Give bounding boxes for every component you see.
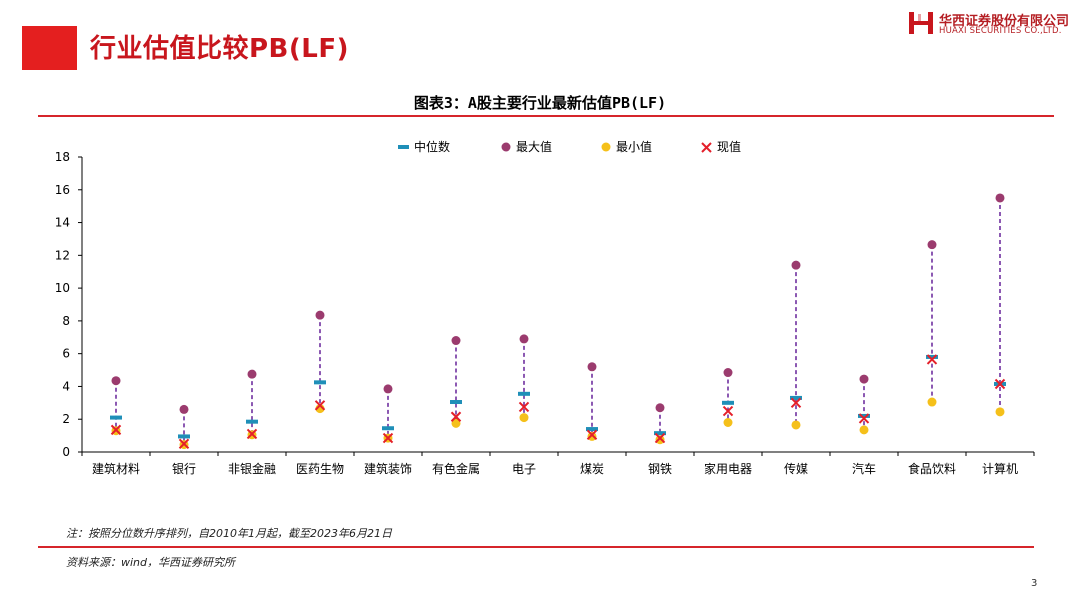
y-tick-label: 16 (55, 183, 70, 197)
x-category-label: 银行 (172, 462, 196, 476)
x-category-label: 电子 (512, 462, 536, 476)
max-point (723, 368, 733, 378)
median-marker (110, 415, 122, 420)
legend-label: 中位数 (414, 139, 450, 154)
y-tick-label: 6 (62, 347, 70, 361)
median-marker (722, 400, 734, 405)
current-value-point (518, 401, 530, 413)
chart-note: 注：按照分位数升序排列，自2010年1月起，截至2023年6月21日 (66, 527, 392, 540)
max-point (315, 310, 325, 320)
min-point (995, 407, 1005, 417)
x-category-label: 传媒 (784, 461, 808, 476)
y-tick-label: 10 (55, 281, 70, 295)
title-divider (38, 115, 1054, 117)
median-marker (790, 395, 802, 400)
page-title: 行业估值比较PB(LF) (90, 34, 349, 64)
x-category-label: 建筑装饰 (364, 461, 412, 476)
legend-median-marker (398, 145, 409, 149)
x-category-label: 计算机 (982, 461, 1018, 476)
legend-label: 最大值 (516, 139, 552, 154)
x-category-label: 非银金融 (228, 461, 276, 476)
huaxi-logo-icon (909, 12, 933, 34)
max-point (383, 384, 393, 394)
company-logo: 华西证券股份有限公司 HUAXI SECURITIES CO.,LTD. (908, 8, 1073, 42)
max-point (587, 362, 597, 372)
current-value-point (654, 432, 666, 444)
median-marker (586, 427, 598, 432)
current-value-point (450, 411, 462, 422)
y-tick-label: 8 (62, 314, 70, 328)
legend-circle-marker (601, 142, 611, 152)
current-value-point (790, 397, 802, 409)
median-marker (926, 354, 938, 359)
median-marker (314, 380, 326, 385)
min-point (519, 413, 529, 423)
y-tick-label: 0 (62, 445, 70, 459)
current-value-point (246, 428, 258, 440)
median-marker (518, 391, 530, 396)
current-value-point (110, 424, 122, 436)
figure-title: 图表3：A股主要行业最新估值PB(LF) (413, 94, 667, 112)
max-point (791, 260, 801, 270)
current-value-point (858, 413, 870, 424)
median-marker (450, 400, 462, 405)
footer-divider (38, 546, 1034, 548)
legend-circle-marker (501, 142, 511, 152)
max-point (451, 336, 461, 346)
min-point (587, 431, 597, 441)
max-point (179, 404, 189, 414)
max-point (927, 240, 937, 250)
current-value-point (722, 405, 734, 417)
max-point (247, 369, 257, 379)
current-value-point (586, 429, 598, 440)
legend-label: 最小值 (616, 139, 652, 154)
y-tick-label: 12 (55, 248, 70, 262)
max-point (859, 374, 869, 384)
x-category-label: 有色金属 (432, 461, 480, 476)
x-category-label: 建筑材料 (92, 461, 140, 476)
current-value-point (382, 432, 394, 444)
logo-company-name-cn: 华西证券股份有限公司 (939, 14, 1070, 29)
max-point (111, 376, 121, 386)
y-tick-label: 14 (55, 216, 70, 230)
x-category-label: 钢铁 (648, 462, 672, 476)
median-marker (382, 426, 394, 431)
median-marker (178, 434, 190, 439)
median-marker (246, 419, 258, 424)
x-category-label: 食品饮料 (908, 461, 956, 476)
y-tick-label: 2 (62, 412, 70, 426)
logo-company-name-en: HUAXI SECURITIES CO.,LTD. (939, 26, 1062, 36)
min-point (723, 418, 733, 427)
current-value-point (178, 438, 190, 450)
x-category-label: 煤炭 (580, 462, 604, 476)
y-tick-label: 18 (55, 150, 70, 164)
legend-x-marker (701, 142, 712, 153)
min-point (927, 397, 937, 407)
max-point (995, 193, 1005, 203)
max-point (655, 403, 665, 413)
median-marker (654, 431, 666, 436)
data-source: 资料来源：wind，华西证券研究所 (66, 556, 236, 569)
current-value-point (314, 400, 326, 411)
title-accent-block (22, 26, 77, 70)
legend-label: 现值 (717, 139, 741, 154)
min-point (655, 435, 665, 445)
current-value-point (994, 378, 1006, 390)
min-point (451, 418, 461, 428)
min-point (791, 420, 801, 430)
x-category-label: 汽车 (852, 461, 876, 476)
x-category-label: 医药生物 (296, 462, 344, 476)
y-tick-label: 4 (62, 379, 70, 393)
page-number: 3 (1031, 578, 1038, 589)
max-point (519, 334, 529, 344)
current-value-point (926, 354, 938, 365)
min-point (859, 425, 869, 435)
median-marker (858, 413, 870, 418)
x-category-label: 家用电器 (704, 461, 752, 476)
